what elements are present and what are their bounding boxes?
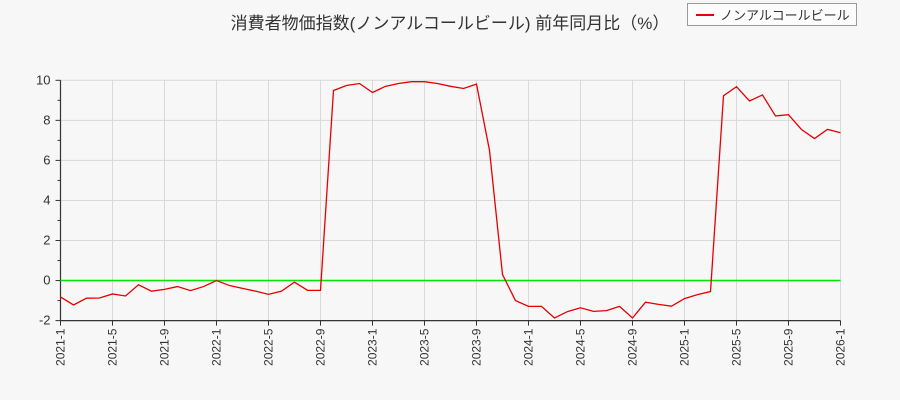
svg-text:2024-9: 2024-9 (626, 328, 640, 366)
svg-text:2024-5: 2024-5 (574, 328, 588, 366)
svg-text:2025-5: 2025-5 (730, 328, 744, 366)
svg-text:2023-5: 2023-5 (418, 328, 432, 366)
svg-text:2021-9: 2021-9 (158, 328, 172, 366)
svg-text:2023-1: 2023-1 (366, 328, 380, 366)
svg-text:6: 6 (43, 152, 50, 167)
svg-text:2025-9: 2025-9 (782, 328, 796, 366)
svg-text:2024-1: 2024-1 (522, 328, 536, 366)
svg-text:-2: -2 (39, 313, 51, 328)
svg-text:2026-1: 2026-1 (834, 328, 848, 366)
svg-text:2022-9: 2022-9 (314, 328, 328, 366)
svg-text:2021-1: 2021-1 (54, 328, 68, 366)
svg-text:2023-9: 2023-9 (470, 328, 484, 366)
svg-text:2021-5: 2021-5 (106, 328, 120, 366)
svg-text:0: 0 (43, 273, 50, 288)
svg-text:2022-5: 2022-5 (262, 328, 276, 366)
svg-text:2025-1: 2025-1 (678, 328, 692, 366)
svg-text:2: 2 (43, 233, 50, 248)
svg-text:10: 10 (36, 72, 50, 87)
svg-text:8: 8 (43, 112, 50, 127)
svg-text:4: 4 (43, 192, 50, 207)
svg-text:2022-1: 2022-1 (210, 328, 224, 366)
